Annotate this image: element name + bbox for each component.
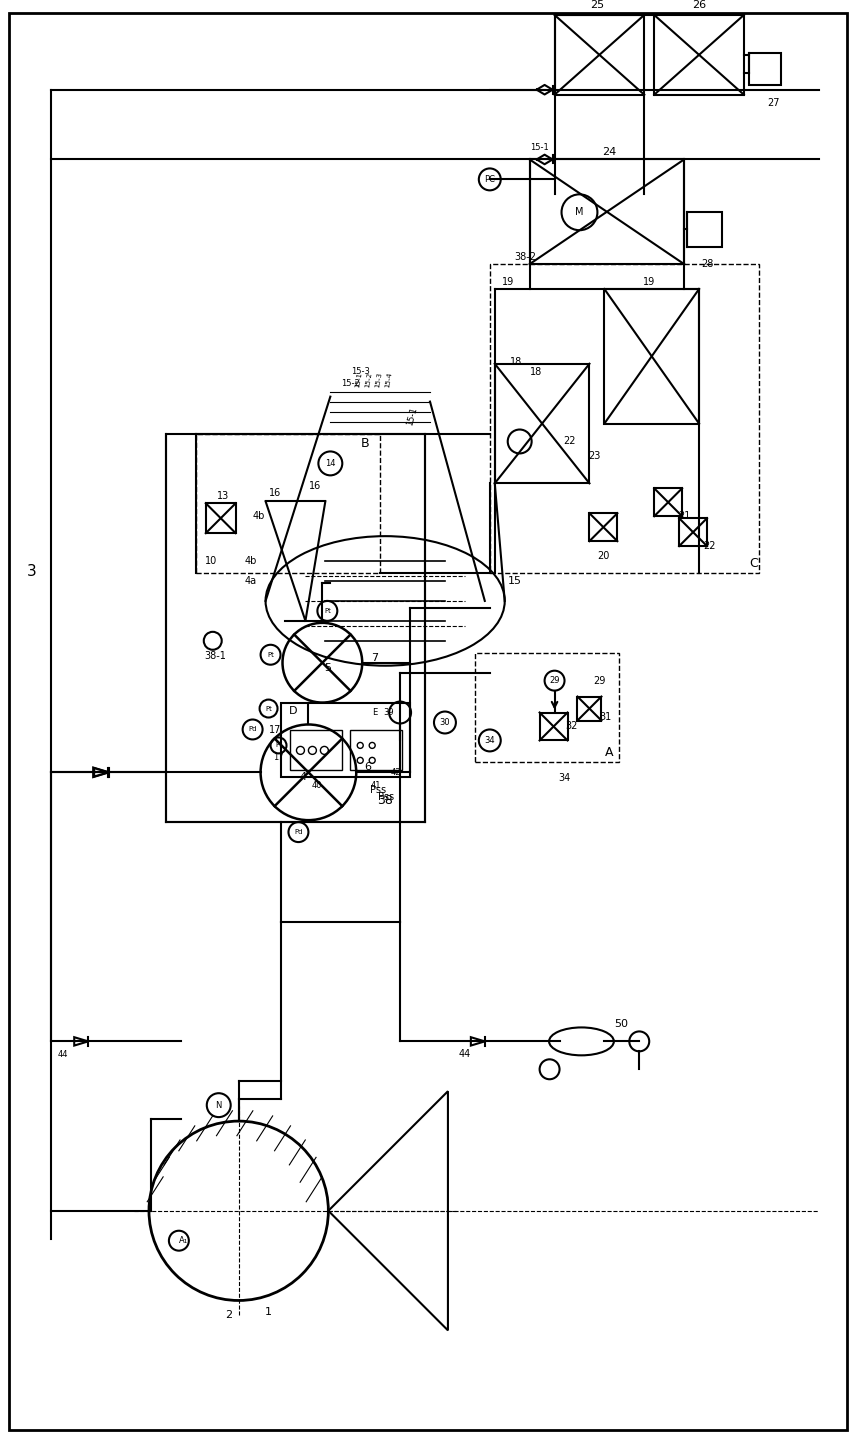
Text: 15-4: 15-4 (384, 371, 393, 388)
Text: 16: 16 (269, 489, 282, 499)
Bar (206, 503, 236, 533)
Text: 26: 26 (692, 0, 706, 10)
Bar (749, 53, 781, 85)
Text: A: A (605, 746, 614, 759)
Text: 15-3: 15-3 (351, 367, 369, 377)
Text: 34: 34 (484, 736, 495, 745)
Text: 44: 44 (458, 1050, 471, 1060)
Polygon shape (75, 1037, 88, 1045)
Text: D: D (289, 706, 297, 716)
Text: Pt: Pt (275, 742, 282, 748)
Text: 7: 7 (370, 653, 378, 663)
Text: 20: 20 (597, 551, 609, 561)
Text: 10: 10 (205, 557, 217, 567)
Text: 19: 19 (643, 278, 656, 288)
Text: 5: 5 (324, 663, 331, 673)
Text: 38-2: 38-2 (515, 252, 536, 262)
Text: 30: 30 (440, 718, 450, 728)
Text: Pt: Pt (265, 706, 272, 712)
Bar (578, 696, 602, 720)
Text: C: C (750, 557, 758, 569)
Text: Pd: Pd (294, 830, 303, 835)
Text: 16: 16 (309, 482, 321, 492)
Text: 38-1: 38-1 (205, 651, 227, 660)
Text: 40: 40 (311, 781, 321, 789)
Bar (554, 14, 644, 95)
Text: 25: 25 (590, 0, 604, 10)
Polygon shape (94, 768, 108, 777)
Text: 29: 29 (593, 676, 606, 686)
Bar (475, 653, 620, 762)
Bar (590, 513, 617, 541)
Text: N: N (216, 1100, 222, 1110)
Text: 41: 41 (371, 781, 381, 789)
Bar (654, 489, 682, 516)
Text: 39: 39 (383, 707, 393, 718)
Text: M: M (575, 207, 584, 217)
Text: B: B (361, 437, 369, 450)
Text: 15-2: 15-2 (341, 380, 360, 388)
Text: 13: 13 (217, 492, 229, 502)
Bar (351, 731, 402, 771)
Text: 4a: 4a (244, 577, 257, 587)
Text: 4b: 4b (244, 557, 257, 567)
Text: 15-2: 15-2 (364, 371, 373, 388)
Bar (291, 731, 342, 771)
Text: 15-1: 15-1 (530, 142, 549, 152)
Bar (530, 160, 684, 265)
Text: Pd: Pd (249, 726, 257, 732)
Text: 23: 23 (588, 452, 601, 462)
Text: 34: 34 (559, 774, 571, 784)
Text: 50: 50 (614, 1020, 628, 1030)
Bar (540, 713, 567, 741)
Text: Pt: Pt (267, 651, 274, 657)
Text: 15: 15 (507, 577, 522, 587)
Text: 15-3: 15-3 (374, 371, 382, 388)
Text: Pss: Pss (378, 792, 394, 802)
Text: E: E (373, 707, 378, 718)
Bar (195, 433, 381, 572)
Text: 18: 18 (510, 357, 522, 367)
Bar (494, 364, 590, 483)
Bar (679, 518, 707, 546)
Text: 17: 17 (269, 725, 282, 735)
Bar (654, 14, 744, 95)
Text: PC: PC (484, 175, 495, 184)
Text: 29: 29 (549, 676, 560, 684)
Text: Pt: Pt (324, 608, 331, 614)
Bar (280, 703, 410, 778)
Text: 42: 42 (391, 768, 401, 777)
Text: 32: 32 (566, 722, 578, 732)
Text: 15-1: 15-1 (354, 371, 363, 388)
Text: 17: 17 (273, 754, 284, 762)
Text: 31: 31 (599, 712, 612, 722)
Bar (604, 289, 699, 424)
Bar (166, 433, 425, 823)
Text: 15-1: 15-1 (405, 407, 419, 427)
Text: 14: 14 (325, 459, 336, 467)
Text: 19: 19 (501, 278, 514, 288)
Text: 6: 6 (365, 762, 372, 772)
Text: 21: 21 (678, 512, 690, 521)
Text: A₁: A₁ (179, 1237, 189, 1245)
Bar (490, 265, 758, 572)
Bar (687, 213, 722, 247)
Text: 28: 28 (701, 259, 713, 269)
Text: 3: 3 (27, 564, 36, 578)
Text: Pss: Pss (370, 785, 387, 795)
Polygon shape (470, 1037, 485, 1045)
Text: 24: 24 (602, 148, 616, 158)
Text: 2: 2 (225, 1310, 232, 1320)
Text: 22: 22 (703, 541, 716, 551)
Text: 4: 4 (300, 772, 307, 782)
Text: 4b: 4b (253, 512, 265, 521)
Text: 44: 44 (58, 1050, 69, 1058)
Text: 38: 38 (377, 794, 393, 807)
Text: 18: 18 (530, 367, 542, 377)
Text: 27: 27 (768, 98, 780, 108)
Text: 22: 22 (563, 437, 576, 446)
Polygon shape (93, 768, 109, 777)
Text: 1: 1 (265, 1307, 272, 1317)
